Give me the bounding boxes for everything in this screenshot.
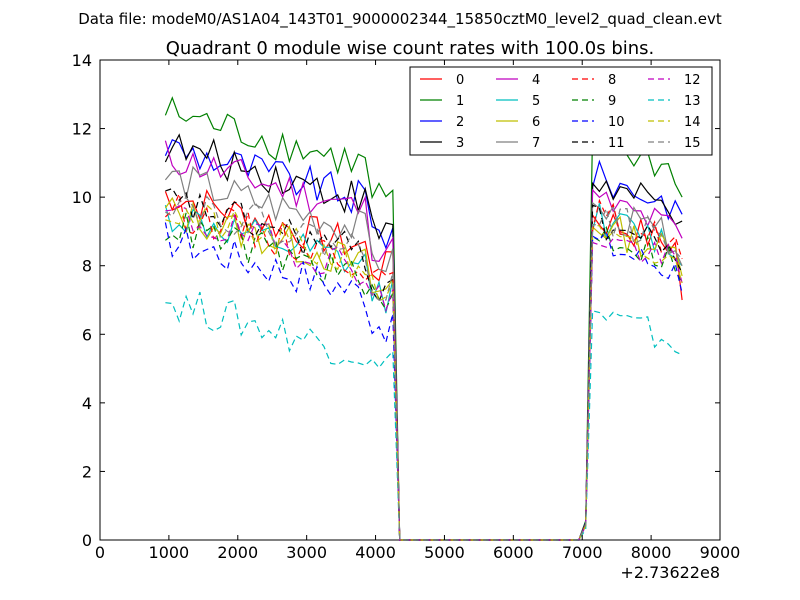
y-tick-label: 8 bbox=[82, 257, 92, 276]
chart-title: Quadrant 0 module wise count rates with … bbox=[166, 38, 655, 59]
legend-label-6: 6 bbox=[532, 115, 540, 130]
legend-label-0: 0 bbox=[456, 73, 464, 88]
x-tick-label: 1000 bbox=[149, 543, 190, 562]
y-tick-label: 10 bbox=[72, 188, 92, 207]
x-tick-label: 3000 bbox=[286, 543, 327, 562]
y-tick-label: 4 bbox=[82, 394, 92, 413]
y-tick-label: 12 bbox=[72, 120, 92, 139]
y-tick-label: 2 bbox=[82, 462, 92, 481]
x-tick-label: 7000 bbox=[562, 543, 603, 562]
series-layer bbox=[164, 96, 683, 541]
legend-label-3: 3 bbox=[456, 136, 464, 151]
tick-layer: 0 1000 2000 3000 4000 5000 6000 7000 8000 9000 0 2 4… bbox=[72, 51, 741, 562]
legend-label-11: 11 bbox=[608, 136, 625, 151]
x-tick-label: 2000 bbox=[217, 543, 258, 562]
legend-label-8: 8 bbox=[608, 73, 616, 88]
x-tick-label: 8000 bbox=[631, 543, 672, 562]
legend-label-1: 1 bbox=[456, 94, 464, 109]
y-tick-label: 0 bbox=[82, 531, 92, 550]
x-tick-label: 4000 bbox=[355, 543, 396, 562]
legend-label-2: 2 bbox=[456, 115, 464, 130]
legend-frame bbox=[409, 66, 713, 156]
y-tick-label: 6 bbox=[82, 325, 92, 344]
y-tick-label: 14 bbox=[72, 51, 92, 70]
legend-label-5: 5 bbox=[532, 94, 540, 109]
suptitle: Data file: modeM0/AS1A04_143T01_90000023… bbox=[78, 10, 722, 29]
x-tick-label: 9000 bbox=[700, 543, 741, 562]
x-tick-label: 5000 bbox=[424, 543, 465, 562]
legend-label-10: 10 bbox=[608, 115, 625, 130]
x-offset-label: +2.73622e8 bbox=[620, 563, 720, 582]
legend-label-4: 4 bbox=[532, 73, 540, 88]
legend-label-13: 13 bbox=[684, 94, 701, 109]
x-tick-label: 6000 bbox=[493, 543, 534, 562]
plot-area: 0 1000 2000 3000 4000 5000 6000 7000 8000 9000 0 2 4… bbox=[72, 51, 741, 562]
series-line-15 bbox=[165, 195, 683, 541]
legend-label-14: 14 bbox=[684, 115, 701, 130]
x-tick-label: 0 bbox=[95, 543, 105, 562]
series-line-12 bbox=[165, 205, 683, 541]
series-line-10 bbox=[164, 222, 683, 541]
legend-label-7: 7 bbox=[532, 136, 540, 151]
legend-label-9: 9 bbox=[608, 94, 616, 109]
legend-label-12: 12 bbox=[684, 73, 701, 88]
legend-label-15: 15 bbox=[684, 136, 701, 151]
